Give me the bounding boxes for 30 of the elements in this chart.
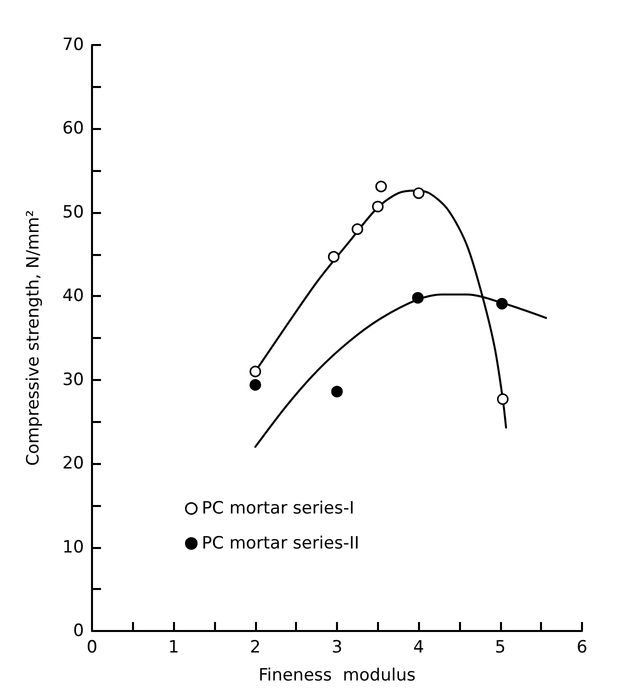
point: [328, 251, 340, 263]
y-tick-label: 20: [62, 454, 84, 474]
y-tick-label: 10: [62, 537, 84, 558]
point: [375, 180, 387, 192]
x-tick-label: 0: [86, 638, 98, 658]
point: [250, 366, 262, 378]
point: [412, 187, 424, 199]
y-tick-label: 50: [62, 202, 84, 222]
x-tick-label: 6: [576, 638, 588, 658]
y-tick-label: 0: [73, 621, 84, 641]
point: [412, 292, 424, 304]
x-tick-label: 5: [494, 638, 506, 658]
x-tick-label: 1: [168, 638, 180, 658]
y-tick-label: 70: [62, 35, 84, 55]
point: [372, 200, 384, 212]
y-tick-label: 60: [62, 118, 84, 139]
x-tick-label: 2: [250, 638, 261, 658]
x-tick-label: 3: [332, 638, 342, 658]
legend-label: PC mortar series-II: [202, 534, 360, 554]
legend-label: PC mortar series-I: [202, 498, 354, 518]
point: [496, 298, 508, 310]
y-axis-title: Compressive strength, N/mm²: [24, 210, 44, 466]
x-axis-title: Fineness modulus: [258, 666, 416, 686]
point: [331, 386, 343, 398]
point: [250, 379, 262, 391]
y-tick-label: 30: [62, 370, 84, 390]
y-tick-label: 40: [62, 286, 84, 306]
point: [352, 223, 364, 235]
point: [496, 393, 509, 405]
x-tick-label: 4: [413, 638, 424, 658]
